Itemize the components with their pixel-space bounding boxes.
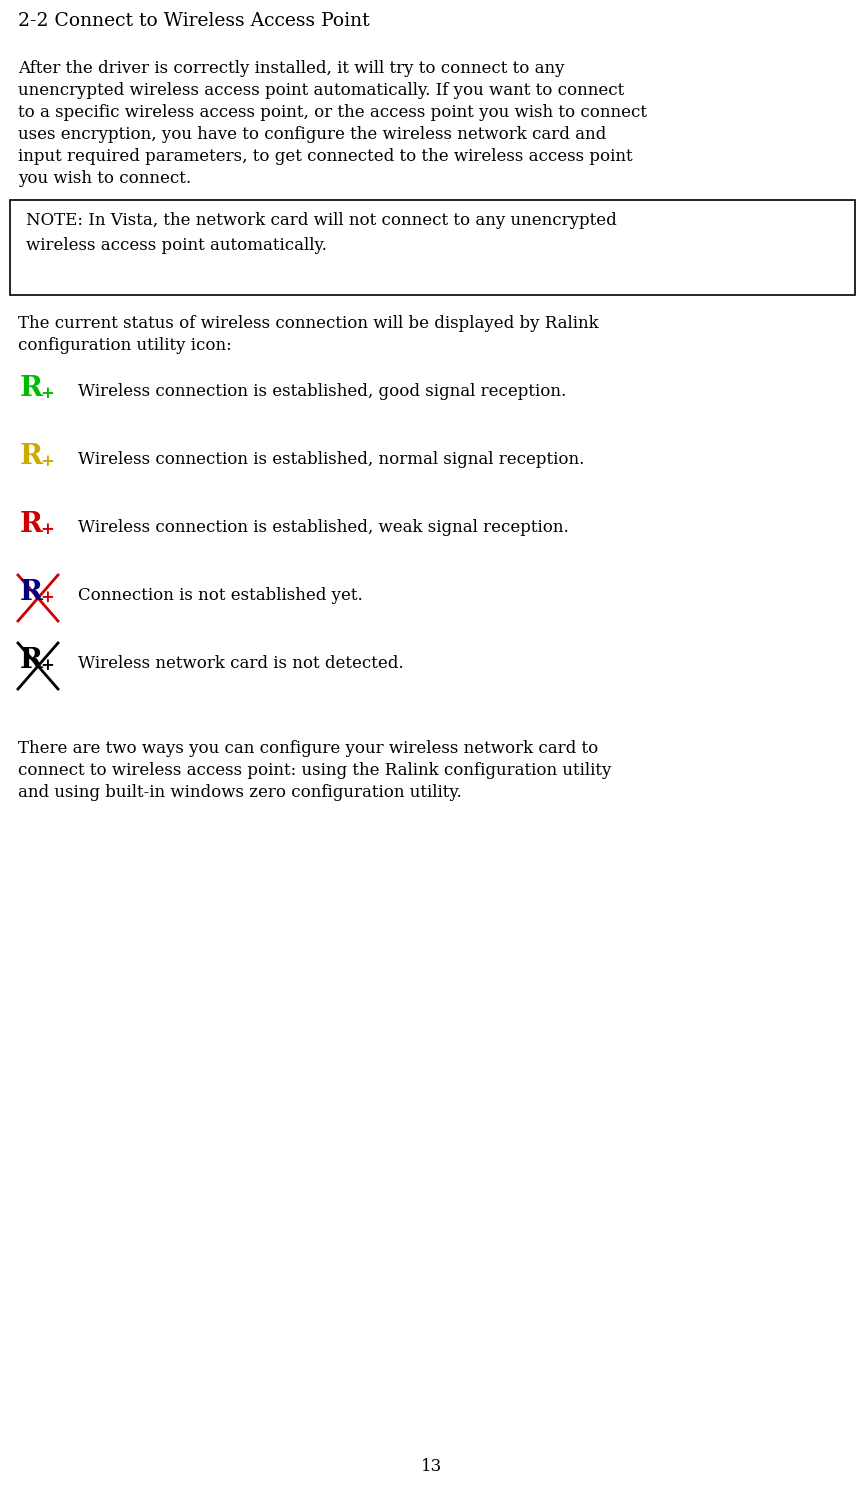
Text: R: R (20, 580, 43, 606)
Text: +: + (40, 453, 54, 470)
Text: 2-2 Connect to Wireless Access Point: 2-2 Connect to Wireless Access Point (18, 12, 369, 30)
Text: +: + (40, 657, 54, 675)
Text: +: + (40, 522, 54, 538)
Text: you wish to connect.: you wish to connect. (18, 169, 191, 187)
Text: configuration utility icon:: configuration utility icon: (18, 337, 232, 354)
Text: R: R (20, 443, 43, 470)
Text: Wireless connection is established, good signal reception.: Wireless connection is established, good… (78, 383, 567, 400)
Text: input required parameters, to get connected to the wireless access point: input required parameters, to get connec… (18, 149, 632, 165)
Text: Wireless network card is not detected.: Wireless network card is not detected. (78, 655, 404, 672)
Text: NOTE: In Vista, the network card will not connect to any unencrypted
wireless ac: NOTE: In Vista, the network card will no… (26, 212, 617, 254)
Text: After the driver is correctly installed, it will try to connect to any: After the driver is correctly installed,… (18, 59, 565, 77)
Text: R: R (20, 511, 43, 538)
Text: Connection is not established yet.: Connection is not established yet. (78, 587, 362, 603)
Text: R: R (20, 374, 43, 403)
Text: R: R (20, 646, 43, 675)
Text: +: + (40, 385, 54, 403)
Text: uses encryption, you have to configure the wireless network card and: uses encryption, you have to configure t… (18, 126, 606, 143)
Bar (10, 201, 855, 296)
Text: +: + (40, 588, 54, 606)
Text: and using built-in windows zero configuration utility.: and using built-in windows zero configur… (18, 785, 462, 801)
Text: There are two ways you can configure your wireless network card to: There are two ways you can configure you… (18, 740, 599, 756)
Text: connect to wireless access point: using the Ralink configuration utility: connect to wireless access point: using … (18, 762, 612, 779)
Text: to a specific wireless access point, or the access point you wish to connect: to a specific wireless access point, or … (18, 104, 647, 120)
Text: unencrypted wireless access point automatically. If you want to connect: unencrypted wireless access point automa… (18, 82, 625, 100)
Text: 13: 13 (421, 1458, 443, 1476)
Text: The current status of wireless connection will be displayed by Ralink: The current status of wireless connectio… (18, 315, 599, 331)
Text: Wireless connection is established, normal signal reception.: Wireless connection is established, norm… (78, 450, 585, 468)
Text: Wireless connection is established, weak signal reception.: Wireless connection is established, weak… (78, 519, 569, 536)
